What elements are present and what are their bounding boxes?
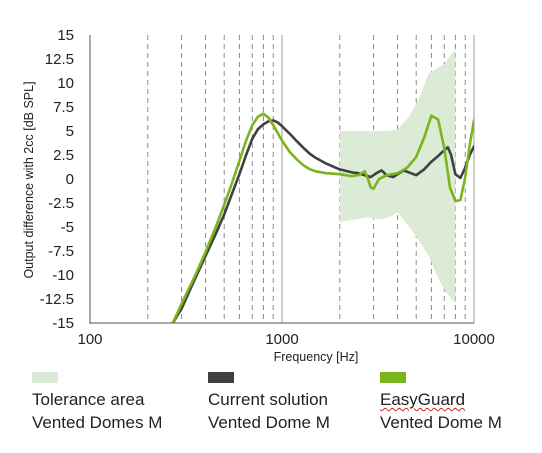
legend-swatch-current xyxy=(208,372,234,383)
series-layer xyxy=(171,112,474,323)
legend-swatch-tolerance xyxy=(32,372,58,383)
y-tick-label: 5 xyxy=(66,123,74,140)
frequency-response-chart: 15 12.5 10 7.5 5 2.5 0 -2.5 -5 -7.5 -10 -12.5 -15 10… xyxy=(22,27,495,364)
x-tick-labels: 100 1000 10000 xyxy=(77,331,494,348)
y-tick-label: 10 xyxy=(57,75,74,92)
tolerance-area-layer xyxy=(339,49,456,304)
legend-label-line1: EasyGuard xyxy=(380,390,466,409)
series-line-easyguard xyxy=(171,112,474,323)
x-tick-label: 1000 xyxy=(265,331,298,348)
legend-label-line2: Vented Dome M xyxy=(380,413,502,432)
y-axis-label: Output difference with 2cc [dB SPL] xyxy=(22,81,36,278)
y-tick-label: -10 xyxy=(52,267,74,284)
legend-swatch-easyguard xyxy=(380,372,406,383)
legend-label-line2: Vented Dome M xyxy=(208,413,330,432)
y-tick-label: 0 xyxy=(66,171,74,188)
legend-label-line2: Vented Domes M xyxy=(32,413,163,432)
tolerance-area xyxy=(339,49,456,304)
y-tick-label: 7.5 xyxy=(53,99,74,116)
y-tick-label: 2.5 xyxy=(53,147,74,164)
y-tick-label: -7.5 xyxy=(48,243,74,260)
series-line-current-solution xyxy=(171,119,474,323)
x-tick-label: 100 xyxy=(77,331,102,348)
axes xyxy=(89,35,474,324)
legend-label-line1: Current solution xyxy=(208,390,329,409)
x-tick-label: 10000 xyxy=(453,331,495,348)
legend-label-line1: Tolerance area xyxy=(32,390,145,409)
y-tick-label: -2.5 xyxy=(48,195,74,212)
y-tick-label: 15 xyxy=(57,27,74,44)
y-tick-label: 12.5 xyxy=(45,51,74,68)
legend: Tolerance area Vented Domes M Current so… xyxy=(0,368,542,453)
y-tick-label: -15 xyxy=(52,315,74,332)
x-axis-label: Frequency [Hz] xyxy=(274,350,359,364)
y-tick-label: -5 xyxy=(61,219,74,236)
y-tick-label: -12.5 xyxy=(40,291,74,308)
y-tick-labels: 15 12.5 10 7.5 5 2.5 0 -2.5 -5 -7.5 -10 -12.5 -15 xyxy=(40,27,74,332)
